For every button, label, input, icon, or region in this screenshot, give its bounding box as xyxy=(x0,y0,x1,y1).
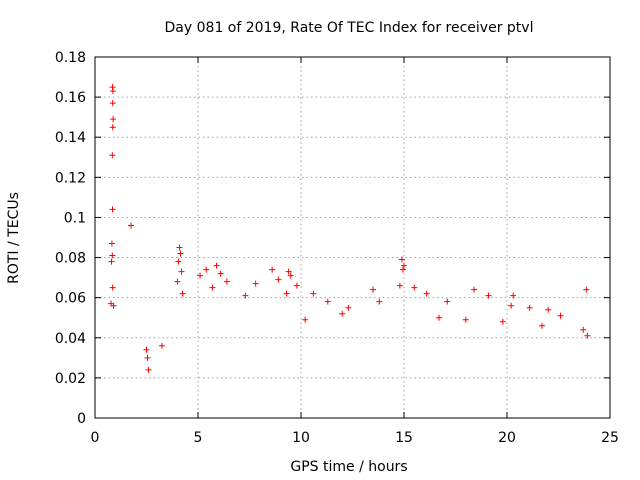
chart-title: Day 081 of 2019, Rate Of TEC Index for r… xyxy=(165,20,534,36)
data-point xyxy=(285,268,292,275)
y-tick-label: 0.1 xyxy=(64,210,86,226)
data-point xyxy=(175,258,182,265)
data-point xyxy=(109,152,116,159)
data-point xyxy=(401,262,407,269)
data-point xyxy=(399,266,406,273)
data-point xyxy=(203,266,210,273)
data-point xyxy=(242,292,249,299)
data-point xyxy=(471,286,478,293)
data-point xyxy=(411,284,418,291)
plot-frame xyxy=(94,56,611,419)
data-point xyxy=(109,252,116,259)
data-point xyxy=(109,100,116,107)
x-tick-label: 20 xyxy=(498,430,516,446)
data-point xyxy=(179,290,186,297)
data-point xyxy=(508,302,515,309)
y-tick-label: 0.04 xyxy=(55,331,86,347)
data-point xyxy=(339,310,346,317)
data-point xyxy=(176,244,183,251)
data-point xyxy=(144,354,151,361)
data-point xyxy=(539,322,546,329)
grid xyxy=(95,57,610,418)
data-point xyxy=(444,298,451,305)
x-tick-label: 10 xyxy=(292,430,310,446)
data-points xyxy=(108,84,591,373)
data-point xyxy=(178,268,185,275)
data-point xyxy=(223,278,230,285)
y-tick-label: 0.16 xyxy=(55,90,86,106)
y-tick-label: 0.06 xyxy=(55,291,86,307)
data-point xyxy=(128,222,135,229)
y-tick-label: 0.14 xyxy=(55,130,86,146)
data-point xyxy=(293,282,300,289)
data-point xyxy=(213,262,220,269)
data-point xyxy=(436,314,443,321)
y-tick-label: 0.12 xyxy=(55,170,86,186)
data-point xyxy=(110,116,117,123)
data-point xyxy=(158,342,165,349)
y-tick-label: 0.08 xyxy=(55,251,86,267)
data-point xyxy=(109,88,116,95)
data-point xyxy=(109,206,116,213)
data-point xyxy=(145,366,152,373)
data-point xyxy=(209,284,216,291)
data-point xyxy=(580,326,587,333)
data-point xyxy=(108,258,115,265)
x-tick-label: 5 xyxy=(194,430,203,446)
y-axis-label: ROTI / TECUs xyxy=(6,192,22,284)
y-tick-label: 0.02 xyxy=(55,371,86,387)
data-point xyxy=(109,124,116,131)
data-point xyxy=(545,306,552,313)
data-point xyxy=(370,286,377,293)
data-point xyxy=(252,280,259,287)
data-point xyxy=(302,316,309,323)
data-point xyxy=(197,272,204,279)
data-point xyxy=(174,278,181,285)
data-point xyxy=(584,332,591,339)
data-point xyxy=(324,298,331,305)
data-point xyxy=(398,256,405,263)
y-tick-label: 0 xyxy=(77,411,86,427)
data-point xyxy=(485,292,492,299)
data-point xyxy=(275,276,282,283)
x-tick-label: 15 xyxy=(395,430,413,446)
y-tick-label: 0.18 xyxy=(55,50,86,66)
x-tick-label: 0 xyxy=(91,430,100,446)
data-point xyxy=(269,266,276,273)
data-point xyxy=(462,316,469,323)
axis-ticks: 0 0.02 0.04 0.06 0.08 0.1 0.12 0.14 0.16 0.18 0 5 10… xyxy=(55,50,619,446)
data-point xyxy=(396,282,403,289)
data-point xyxy=(583,286,590,293)
data-point xyxy=(109,284,116,291)
data-point xyxy=(110,302,117,309)
data-point xyxy=(499,318,506,325)
data-point xyxy=(510,292,517,299)
data-point xyxy=(526,304,533,311)
data-point xyxy=(287,272,294,279)
data-point xyxy=(177,250,184,257)
data-point xyxy=(376,298,383,305)
data-point xyxy=(283,290,290,297)
data-point xyxy=(310,290,317,297)
data-point xyxy=(108,240,115,247)
data-point xyxy=(345,304,352,311)
data-point xyxy=(143,346,150,353)
data-point xyxy=(217,270,224,277)
data-point xyxy=(557,312,564,319)
x-axis-label: GPS time / hours xyxy=(290,459,407,475)
data-point xyxy=(423,290,430,297)
x-tick-label: 25 xyxy=(601,430,619,446)
